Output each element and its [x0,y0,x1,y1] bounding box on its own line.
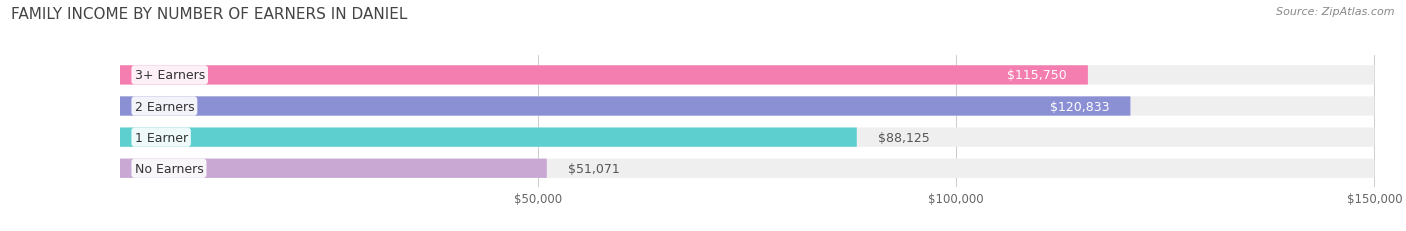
FancyBboxPatch shape [120,97,1375,116]
Text: 2 Earners: 2 Earners [135,100,194,113]
FancyBboxPatch shape [120,159,547,178]
Text: 3+ Earners: 3+ Earners [135,69,205,82]
FancyBboxPatch shape [120,66,1088,85]
Text: Source: ZipAtlas.com: Source: ZipAtlas.com [1277,7,1395,17]
Text: FAMILY INCOME BY NUMBER OF EARNERS IN DANIEL: FAMILY INCOME BY NUMBER OF EARNERS IN DA… [11,7,408,22]
FancyBboxPatch shape [120,66,1375,85]
Text: $88,125: $88,125 [877,131,929,144]
Text: 1 Earner: 1 Earner [135,131,187,144]
Text: $115,750: $115,750 [1007,69,1067,82]
Text: No Earners: No Earners [135,162,204,175]
FancyBboxPatch shape [120,128,856,147]
FancyBboxPatch shape [120,128,1375,147]
Text: $120,833: $120,833 [1050,100,1109,113]
Text: $51,071: $51,071 [568,162,620,175]
FancyBboxPatch shape [120,97,1130,116]
FancyBboxPatch shape [120,159,1375,178]
